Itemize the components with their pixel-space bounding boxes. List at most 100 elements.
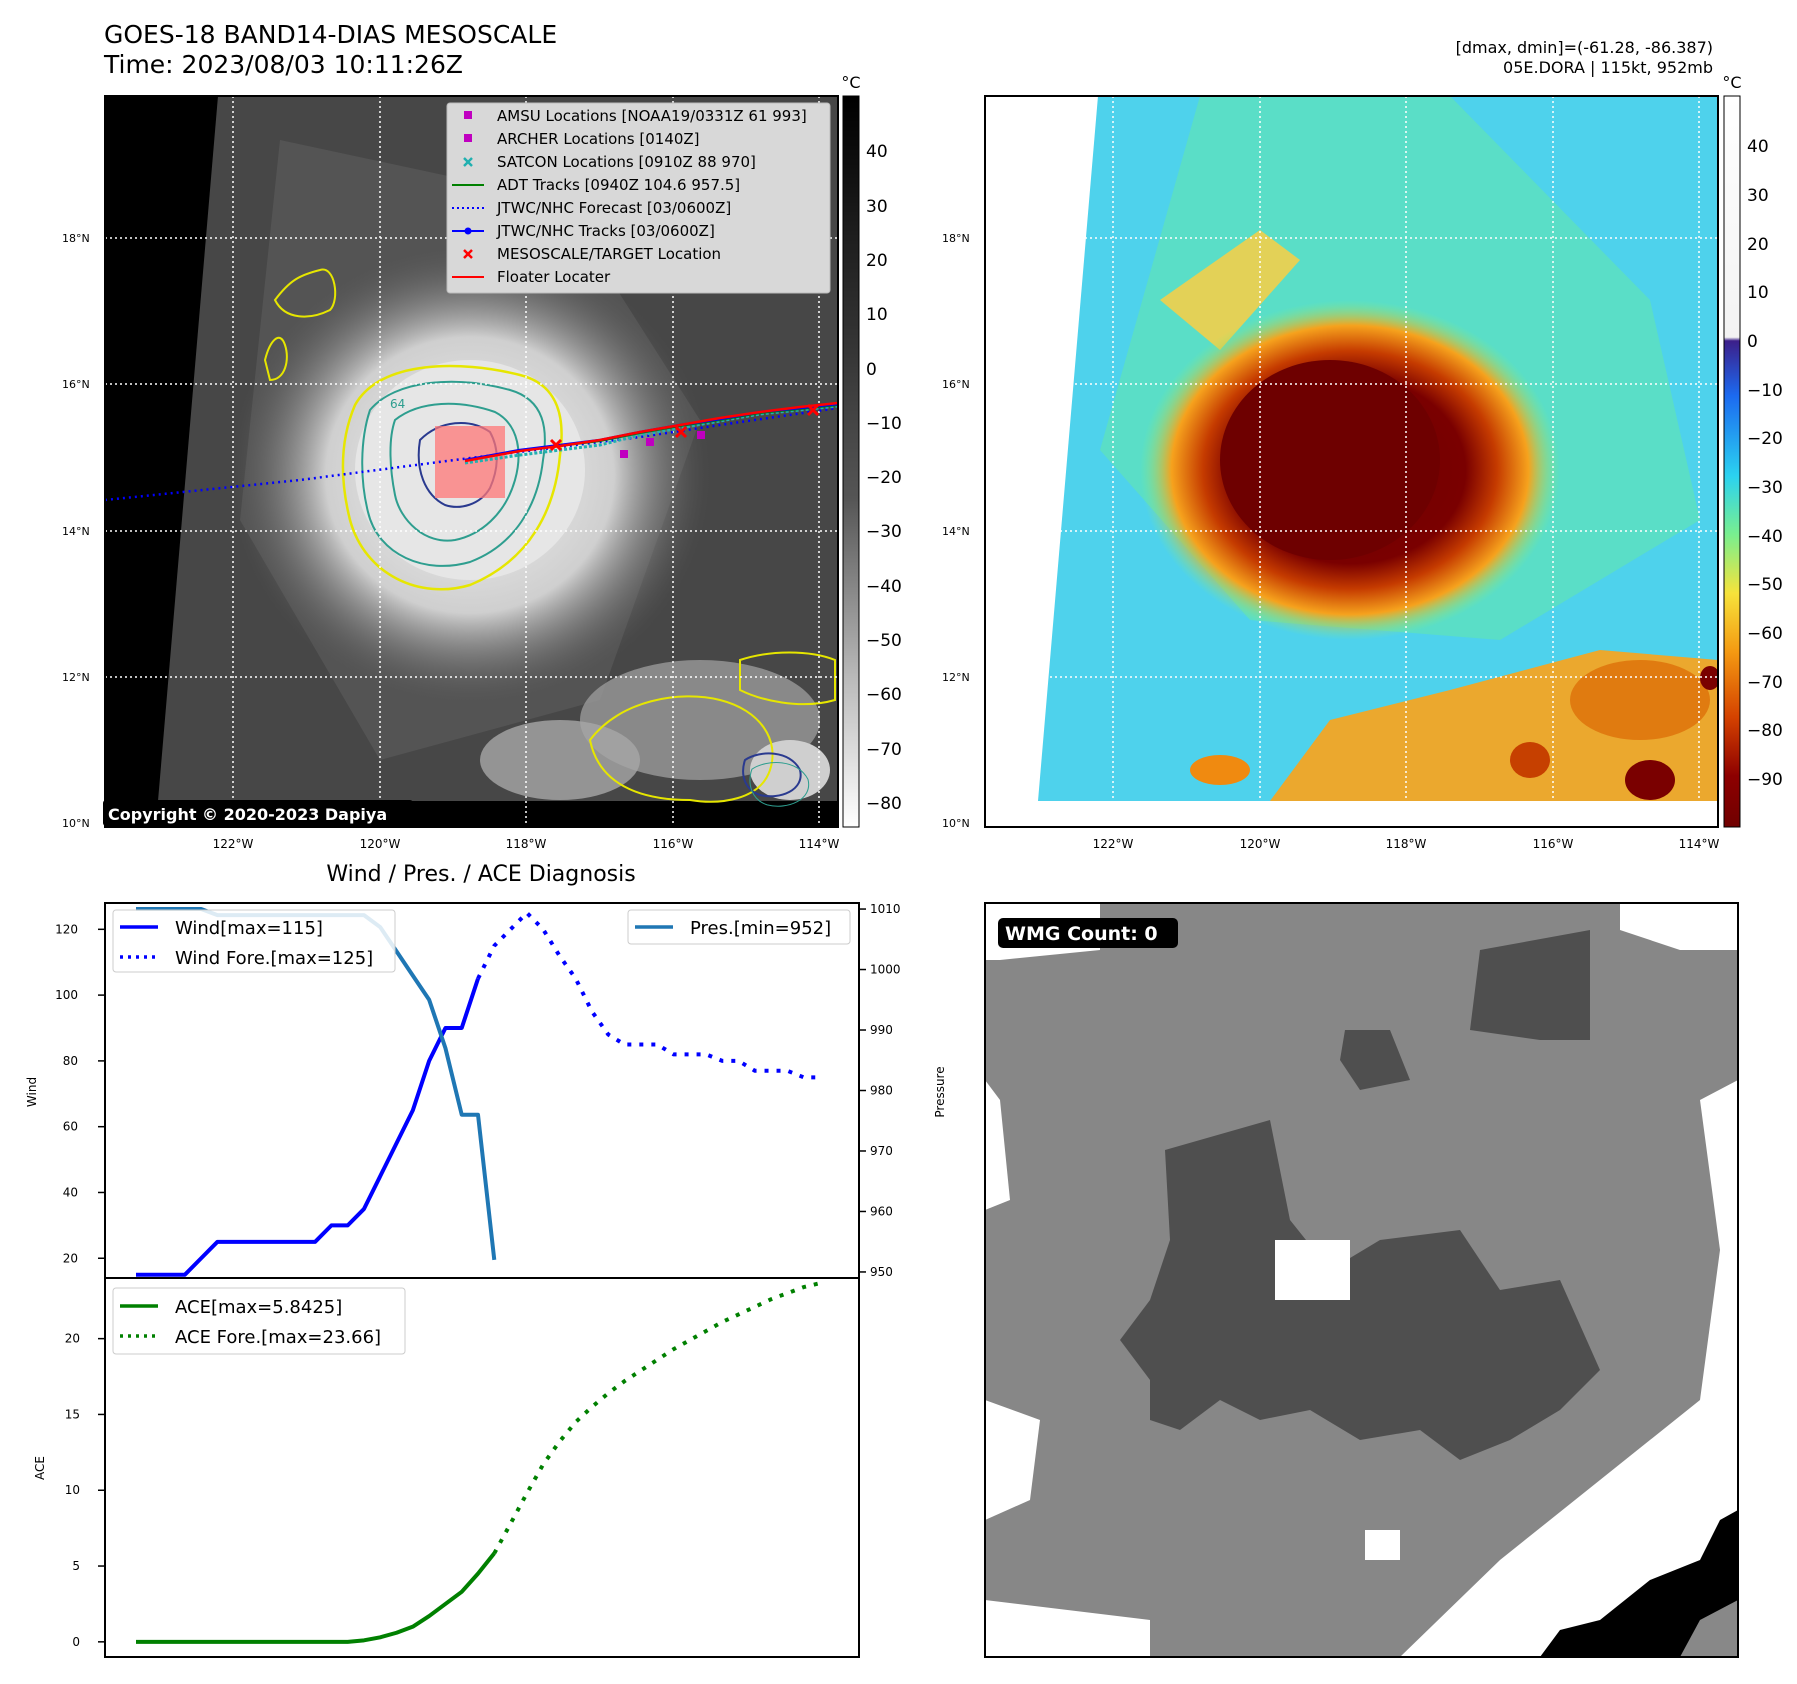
svg-text:40: 40 <box>866 142 888 162</box>
lat-label-10: 10°N <box>62 817 90 830</box>
wmg-count: WMG Count: 0 <box>1005 923 1158 945</box>
svg-text:−50: −50 <box>866 631 902 651</box>
ace-tick-label: 0 <box>72 1635 80 1649</box>
svg-text:−90: −90 <box>1747 770 1783 790</box>
svg-text:16°N: 16°N <box>942 378 970 391</box>
svg-text:30: 30 <box>1747 186 1769 206</box>
svg-text:−70: −70 <box>866 740 902 760</box>
svg-text:−10: −10 <box>1747 381 1783 401</box>
wind-tick-label: 40 <box>63 1185 78 1199</box>
gray-cbar-unit: °C <box>841 73 860 92</box>
figure-stats: [dmax, dmin]=(-61.28, -86.387) 05E.DORA … <box>1456 38 1713 78</box>
figure-time: Time: 2023/08/03 10:11:26Z <box>104 50 463 79</box>
diag-title: Wind / Pres. / ACE Diagnosis <box>326 862 635 887</box>
pres-tick-label: 960 <box>870 1204 893 1218</box>
wmg-panel: WMG Count: 0 <box>985 903 1738 1657</box>
ace-series <box>136 1281 821 1644</box>
wind-tick-label: 60 <box>63 1120 78 1134</box>
ace-tick-label: 20 <box>65 1332 80 1346</box>
lat-label-16: 16°N <box>62 378 90 391</box>
svg-text:−80: −80 <box>1747 721 1783 741</box>
legend-nhc-forecast: JTWC/NHC Forecast [03/0600Z] <box>496 199 731 217</box>
svg-text:10°N: 10°N <box>942 817 970 830</box>
ace-series-line-0 <box>136 1552 496 1644</box>
svg-text:30: 30 <box>866 197 888 217</box>
ace-legend: ACE[max=5.8425] ACE Fore.[max=23.66] <box>112 1287 406 1355</box>
svg-text:−50: −50 <box>1747 575 1783 595</box>
wind-tick-label: 120 <box>55 922 78 936</box>
svg-text:−60: −60 <box>866 685 902 705</box>
svg-text:−40: −40 <box>866 577 902 597</box>
svg-text:114°W: 114°W <box>1679 837 1720 851</box>
floater-track <box>464 401 838 463</box>
satcon-track <box>464 404 838 465</box>
color-cbar-ticks: 40 30 20 10 0 −10 −20 −30 −40 −50 −60 −7… <box>1747 137 1783 790</box>
legend-nhc-tracks: JTWC/NHC Tracks [03/0600Z] <box>496 222 715 240</box>
pres-legend: Pres.[min=952] <box>627 909 851 945</box>
wind-legend: Wind[max=115] Wind Fore.[max=125] <box>112 909 396 973</box>
svg-text:0: 0 <box>866 360 877 380</box>
svg-text:10: 10 <box>1747 283 1769 303</box>
ace-tick-label: 5 <box>72 1559 80 1573</box>
pres-tick-label: 1000 <box>870 963 901 977</box>
svg-text:18°N: 18°N <box>942 232 970 245</box>
pres-ylabel: Pressure <box>933 1066 947 1117</box>
color-colorbar: °C 40 30 20 10 0 −10 −20 −30 −40 −50 −60… <box>1722 73 1783 828</box>
map1-lat-labels: 18°N 16°N 14°N 12°N 10°N <box>62 232 90 830</box>
pres-tick-label: 970 <box>870 1144 893 1158</box>
svg-text:120°W: 120°W <box>1240 837 1281 851</box>
pres-tick-label: 990 <box>870 1023 893 1037</box>
legend-wind-fore: Wind Fore.[max=125] <box>175 948 373 969</box>
series-line-0 <box>136 978 480 1277</box>
lon-label-118: 118°W <box>506 837 547 851</box>
svg-text:−30: −30 <box>866 522 902 542</box>
pres-tick-label: 980 <box>870 1084 893 1098</box>
amsu-markers <box>620 431 705 458</box>
legend-ace-fore: ACE Fore.[max=23.66] <box>175 1327 381 1348</box>
target-markers <box>549 403 820 452</box>
svg-text:0: 0 <box>1747 332 1758 352</box>
svg-text:−30: −30 <box>1747 478 1783 498</box>
gray-colorbar: °C 40 30 20 10 0 −10 −20 −30 −40 −50 −60… <box>841 73 902 828</box>
wind-tick-label: 20 <box>63 1251 78 1265</box>
ace-ylabel: ACE <box>33 1456 47 1480</box>
svg-text:−60: −60 <box>1747 624 1783 644</box>
copyright-box <box>103 800 413 826</box>
lon-label-122: 122°W <box>213 837 254 851</box>
lon-label-116: 116°W <box>653 837 694 851</box>
contour-label: 64 <box>390 397 405 411</box>
lat-label-12: 12°N <box>62 671 90 684</box>
dmax-dmin: [dmax, dmin]=(-61.28, -86.387) <box>1455 38 1713 57</box>
svg-text:−10: −10 <box>866 414 902 434</box>
legend-archer: ARCHER Locations [0140Z] <box>497 130 700 148</box>
ace-axis-ticks: 0 5 10 15 20 <box>65 1332 105 1649</box>
map1-lon-labels: 122°W 120°W 118°W 116°W 114°W <box>213 837 840 851</box>
lat-label-18: 18°N <box>62 232 90 245</box>
svg-text:20: 20 <box>866 251 888 271</box>
wind-axis-ticks: 20 40 60 80 100 120 <box>55 922 105 1265</box>
ace-tick-label: 10 <box>65 1483 80 1497</box>
svg-text:116°W: 116°W <box>1533 837 1574 851</box>
pres-axis-ticks: 950 960 970 980 990 1000 1010 <box>859 902 901 1279</box>
storm-info: 05E.DORA | 115kt, 952mb <box>1503 58 1713 77</box>
pres-tick-label: 950 <box>870 1265 893 1279</box>
wind-tick-label: 100 <box>55 988 78 1002</box>
svg-text:118°W: 118°W <box>1386 837 1427 851</box>
legend-adt: ADT Tracks [0940Z 104.6 957.5] <box>497 176 740 194</box>
wind-tick-label: 80 <box>63 1054 78 1068</box>
map2-lon-labels: 122°W 120°W 118°W 116°W 114°W <box>1093 837 1720 851</box>
legend-satcon: SATCON Locations [0910Z 88 970] <box>497 153 756 171</box>
wind-ylabel: Wind <box>25 1077 39 1107</box>
legend-amsu: AMSU Locations [NOAA19/0331Z 61 993] <box>497 107 807 125</box>
ace-tick-label: 15 <box>65 1407 80 1421</box>
lat-label-14: 14°N <box>62 525 90 538</box>
ir-color-image <box>985 96 1718 827</box>
gray-cbar-ticks: 40 30 20 10 0 −10 −20 −30 −40 −50 −60 −7… <box>866 142 902 814</box>
lon-label-120: 120°W <box>360 837 401 851</box>
svg-text:−80: −80 <box>866 794 902 814</box>
svg-text:−40: −40 <box>1747 527 1783 547</box>
forecast-track <box>105 406 838 502</box>
svg-text:14°N: 14°N <box>942 525 970 538</box>
svg-text:122°W: 122°W <box>1093 837 1134 851</box>
